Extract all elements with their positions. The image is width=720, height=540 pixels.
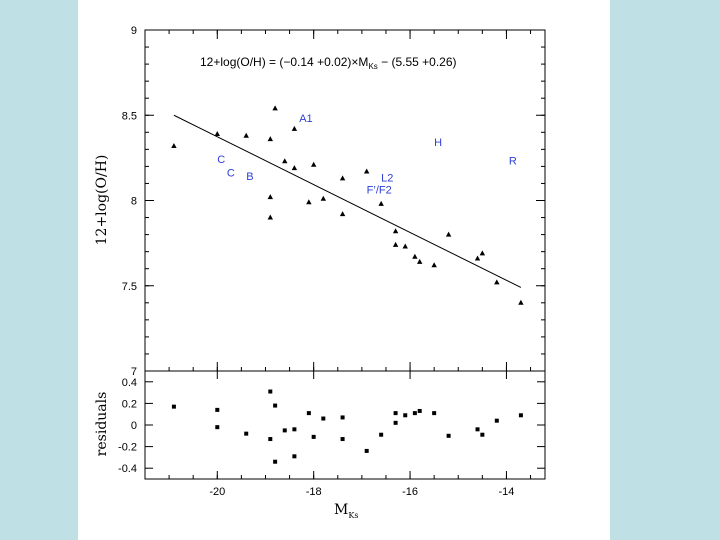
data-point-triangle	[479, 250, 486, 256]
galaxy-label: H	[434, 137, 442, 149]
x-axis-title: MKs	[334, 502, 358, 520]
y-tick-label: 7.5	[122, 281, 137, 293]
y-tick-label: 7	[131, 366, 137, 378]
residual-point	[292, 454, 297, 459]
residual-point	[518, 413, 523, 418]
residual-point	[432, 411, 437, 416]
residual-point	[340, 415, 345, 420]
residual-point	[393, 411, 398, 416]
x-tick-label: -18	[306, 486, 322, 498]
residual-point	[244, 431, 249, 436]
residual-point	[417, 408, 422, 413]
residual-point	[364, 448, 369, 453]
residual-point	[273, 403, 278, 408]
data-point-triangle	[306, 199, 312, 205]
galaxy-label: A1	[299, 113, 312, 125]
chart-title: 12+log(O/H) = (−0.14 +0.02)×MKs − (5.55 …	[200, 55, 457, 71]
data-point-triangle	[267, 214, 274, 220]
x-tick-label: -14	[498, 486, 514, 498]
residual-point	[379, 432, 384, 437]
residual-point	[403, 413, 408, 418]
residual-plot-frame	[144, 370, 546, 480]
fit-line	[173, 114, 522, 288]
residual-point	[292, 427, 297, 432]
galaxy-label: R	[509, 156, 517, 168]
data-point-triangle	[412, 253, 418, 259]
data-point-triangle	[392, 241, 399, 247]
residual-y-tick-label: -0.4	[118, 463, 137, 475]
y-axis-title: 12+log(O/H)	[94, 155, 110, 246]
residual-y-tick-label: 0	[131, 420, 137, 432]
data-point-triangle	[171, 142, 177, 148]
residual-point	[311, 434, 316, 439]
residual-point	[268, 437, 273, 442]
data-point-triangle	[416, 258, 423, 264]
y-tick-label: 8.5	[122, 110, 137, 122]
data-point-triangle	[402, 243, 408, 249]
data-point-triangle	[431, 262, 437, 268]
data-point-triangle	[378, 200, 384, 206]
galaxy-label: B	[246, 171, 253, 183]
residual-point	[494, 418, 499, 423]
slide-background	[78, 0, 610, 540]
residual-point	[306, 411, 311, 416]
residual-y-tick-label: 0.2	[122, 398, 137, 410]
residual-point	[480, 432, 485, 437]
residual-point	[340, 437, 345, 442]
data-point-triangle	[339, 175, 346, 181]
data-point-triangle	[267, 136, 274, 142]
data-point-triangle	[214, 131, 220, 137]
data-point-triangle	[291, 165, 298, 171]
data-point-triangle	[494, 279, 500, 285]
data-point-triangle	[518, 299, 524, 305]
residual-point	[321, 416, 326, 421]
residual-point	[412, 411, 417, 416]
y-tick-label: 9	[131, 25, 137, 37]
residual-point	[215, 407, 220, 412]
residual-point	[475, 427, 480, 432]
data-point-triangle	[243, 132, 249, 138]
data-point-triangle	[392, 228, 399, 234]
data-point-triangle	[272, 105, 278, 111]
residuals-axis-title: residuals	[94, 392, 110, 457]
x-tick-label: -20	[209, 486, 225, 498]
data-point-triangle	[445, 231, 452, 237]
x-tick-label: -16	[402, 486, 418, 498]
data-point-triangle	[320, 195, 327, 201]
residual-y-tick-label: 0.4	[122, 377, 137, 389]
data-point-triangle	[291, 125, 298, 131]
data-point-triangle	[267, 194, 274, 200]
residual-point	[446, 433, 451, 438]
residual-y-tick-label: -0.2	[118, 442, 137, 454]
residual-point	[215, 425, 220, 430]
residual-point	[268, 389, 273, 394]
galaxy-label: L2	[381, 173, 393, 185]
data-point-triangle	[363, 168, 370, 174]
data-point-triangle	[282, 158, 288, 164]
residual-point	[393, 420, 398, 425]
data-point-triangle	[310, 161, 317, 167]
y-tick-label: 8	[131, 196, 137, 208]
residual-point	[282, 428, 287, 433]
data-point-triangle	[339, 211, 346, 217]
galaxy-label: C	[217, 154, 225, 166]
residual-point	[273, 459, 278, 464]
data-point-triangle	[474, 255, 481, 261]
residual-point	[171, 404, 176, 409]
galaxy-label: C	[227, 168, 235, 180]
galaxy-label: F’/F2	[367, 185, 392, 197]
